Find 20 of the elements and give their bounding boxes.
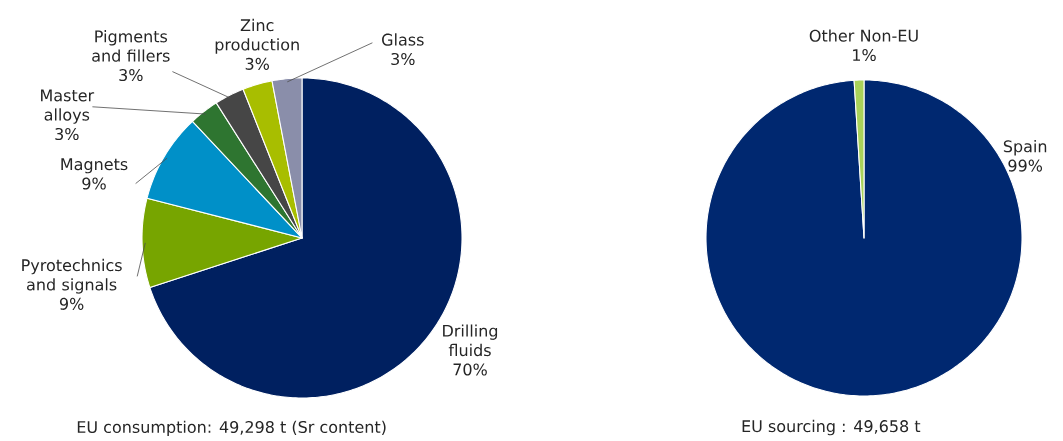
slice-label: Zinc production [215, 18, 299, 54]
data-label: 9% [82, 177, 106, 190]
slice-label: Pigments and fillers [92, 30, 170, 62]
data-label: 3% [391, 52, 415, 66]
data-label: 99% [1008, 159, 1043, 172]
data-label: 3% [55, 127, 79, 141]
slice-label: Pyrotechnics and signals [22, 258, 122, 294]
data-label: 70% [453, 363, 487, 376]
slice-label: Master alloys [41, 89, 95, 124]
slice-label: Magnets [61, 158, 128, 174]
data-label: 1% [853, 48, 876, 62]
slice-label: Spain [1003, 139, 1047, 156]
slice-label: Other Non-EU [809, 29, 918, 42]
text: EU sourcing : 49,658 t [742, 419, 921, 436]
slice-label: Drilling fluids [443, 324, 498, 357]
slice-label: Glass [382, 33, 424, 46]
text: EU consumption: 49,298 t (Sr content) [77, 420, 386, 437]
data-label: 3% [119, 69, 143, 82]
data-label: 3% [245, 57, 270, 70]
data-label: 9% [59, 297, 84, 310]
